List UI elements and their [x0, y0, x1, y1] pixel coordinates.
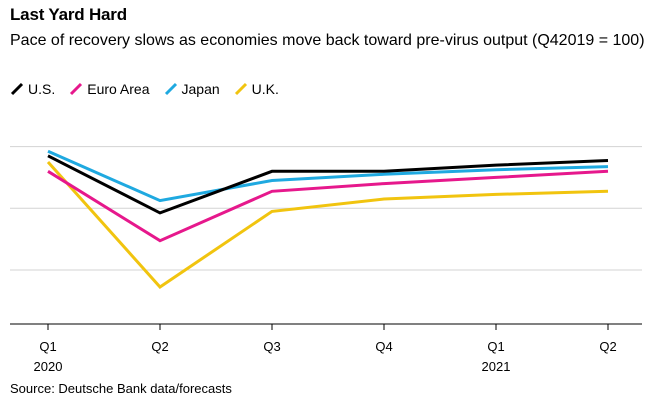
legend-swatch-us — [10, 82, 24, 96]
legend-label-uk: U.K. — [251, 81, 279, 97]
x-tick-labels: Q1 2020 Q2 Q3 Q4 Q1 2021 Q2 — [34, 339, 617, 374]
legend-label-us: U.S. — [28, 81, 56, 97]
legend-item-euro-area: Euro Area — [69, 81, 150, 97]
chart-subtitle: Pace of recovery slows as economies move… — [10, 32, 645, 49]
series-line-u-s — [47, 154, 609, 215]
series-lines — [46, 149, 609, 289]
chart-title: Last Yard Hard — [10, 5, 127, 24]
source-note: Source: Deutsche Bank data/forecasts — [10, 381, 232, 396]
legend-swatch-uk — [234, 82, 247, 96]
legend-item-uk: U.K. — [234, 81, 279, 97]
x-year-label-4: 2021 — [482, 359, 511, 374]
legend-label-japan: Japan — [181, 81, 220, 97]
x-year-label-0: 2020 — [34, 359, 63, 374]
legend: U.S. Euro Area Japan U.K. — [10, 81, 293, 97]
legend-swatch-japan — [164, 82, 177, 96]
legend-label-euro-area: Euro Area — [87, 81, 150, 97]
x-tick-label-3: Q4 — [375, 339, 392, 354]
legend-swatch-euro-area — [70, 82, 83, 96]
x-tick-label-0: Q1 — [39, 339, 56, 354]
x-tick-label-4: Q1 — [487, 339, 504, 354]
gridlines — [10, 146, 642, 271]
legend-item-us: U.S. — [10, 81, 55, 97]
series-line-japan — [47, 149, 609, 203]
series-line-u-k — [46, 160, 609, 289]
x-tick-label-2: Q3 — [263, 339, 280, 354]
x-tick-label-5: Q2 — [599, 339, 616, 354]
x-tick-label-1: Q2 — [151, 339, 168, 354]
series-line-euro-area — [47, 169, 609, 243]
legend-item-japan: Japan — [164, 81, 220, 97]
x-ticks — [47, 324, 609, 330]
